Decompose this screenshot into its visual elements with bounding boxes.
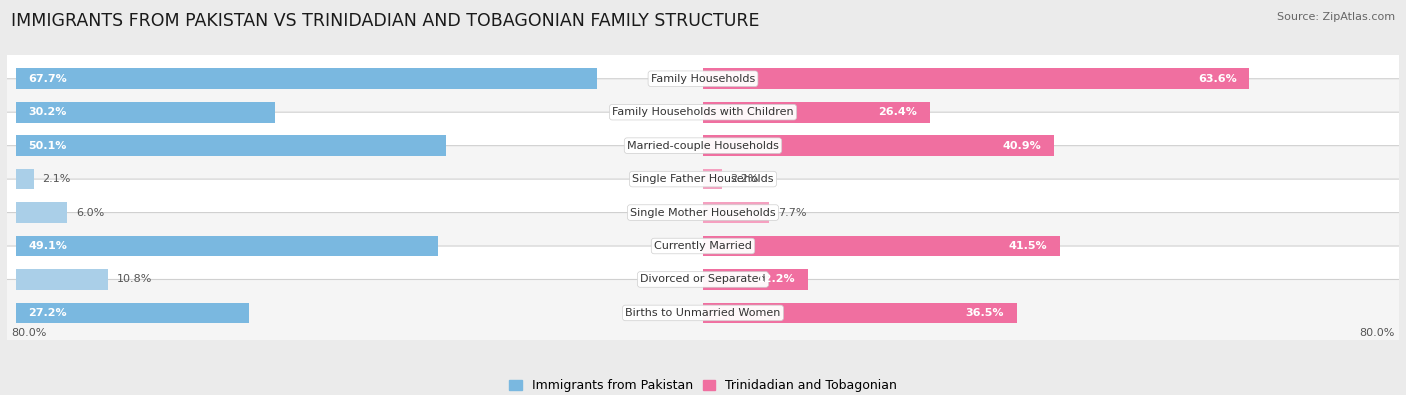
Text: Family Households: Family Households [651, 74, 755, 84]
Text: 26.4%: 26.4% [879, 107, 917, 117]
Text: Births to Unmarried Women: Births to Unmarried Women [626, 308, 780, 318]
Bar [703, 102, 929, 122]
Text: Family Households with Children: Family Households with Children [612, 107, 794, 117]
Text: 49.1%: 49.1% [28, 241, 67, 251]
Text: IMMIGRANTS FROM PAKISTAN VS TRINIDADIAN AND TOBAGONIAN FAMILY STRUCTURE: IMMIGRANTS FROM PAKISTAN VS TRINIDADIAN … [11, 12, 759, 30]
Text: 80.0%: 80.0% [11, 328, 46, 338]
Text: 7.7%: 7.7% [778, 207, 806, 218]
Text: 27.2%: 27.2% [28, 308, 67, 318]
Text: 67.7%: 67.7% [28, 74, 67, 84]
Text: 2.2%: 2.2% [731, 174, 759, 184]
FancyBboxPatch shape [0, 246, 1406, 313]
Text: 41.5%: 41.5% [1008, 241, 1046, 251]
FancyBboxPatch shape [0, 146, 1406, 213]
FancyBboxPatch shape [0, 79, 1406, 146]
Bar [703, 303, 1017, 323]
Bar [703, 202, 769, 223]
Text: Single Father Households: Single Father Households [633, 174, 773, 184]
Text: Single Mother Households: Single Mother Households [630, 207, 776, 218]
Text: 80.0%: 80.0% [1360, 328, 1395, 338]
Bar [15, 202, 67, 223]
Bar [703, 269, 808, 290]
Legend: Immigrants from Pakistan, Trinidadian and Tobagonian: Immigrants from Pakistan, Trinidadian an… [505, 376, 901, 395]
Text: 36.5%: 36.5% [966, 308, 1004, 318]
FancyBboxPatch shape [0, 112, 1406, 179]
Text: 10.8%: 10.8% [117, 275, 152, 284]
Bar [703, 169, 721, 190]
Bar [15, 68, 598, 89]
Text: Source: ZipAtlas.com: Source: ZipAtlas.com [1277, 12, 1395, 22]
Text: 50.1%: 50.1% [28, 141, 67, 150]
FancyBboxPatch shape [0, 179, 1406, 246]
Bar [15, 303, 249, 323]
Bar [15, 102, 276, 122]
Text: 6.0%: 6.0% [76, 207, 104, 218]
FancyBboxPatch shape [0, 213, 1406, 280]
FancyBboxPatch shape [0, 45, 1406, 112]
Text: Divorced or Separated: Divorced or Separated [640, 275, 766, 284]
Text: 40.9%: 40.9% [1002, 141, 1042, 150]
Bar [15, 135, 446, 156]
Text: 30.2%: 30.2% [28, 107, 67, 117]
Bar [703, 135, 1054, 156]
Text: 12.2%: 12.2% [756, 275, 794, 284]
Bar [703, 236, 1060, 256]
Text: Currently Married: Currently Married [654, 241, 752, 251]
Bar [15, 169, 34, 190]
FancyBboxPatch shape [0, 280, 1406, 346]
Bar [15, 236, 437, 256]
Text: Married-couple Households: Married-couple Households [627, 141, 779, 150]
Text: 63.6%: 63.6% [1198, 74, 1237, 84]
Bar [703, 68, 1250, 89]
Text: 2.1%: 2.1% [42, 174, 70, 184]
Bar [15, 269, 108, 290]
